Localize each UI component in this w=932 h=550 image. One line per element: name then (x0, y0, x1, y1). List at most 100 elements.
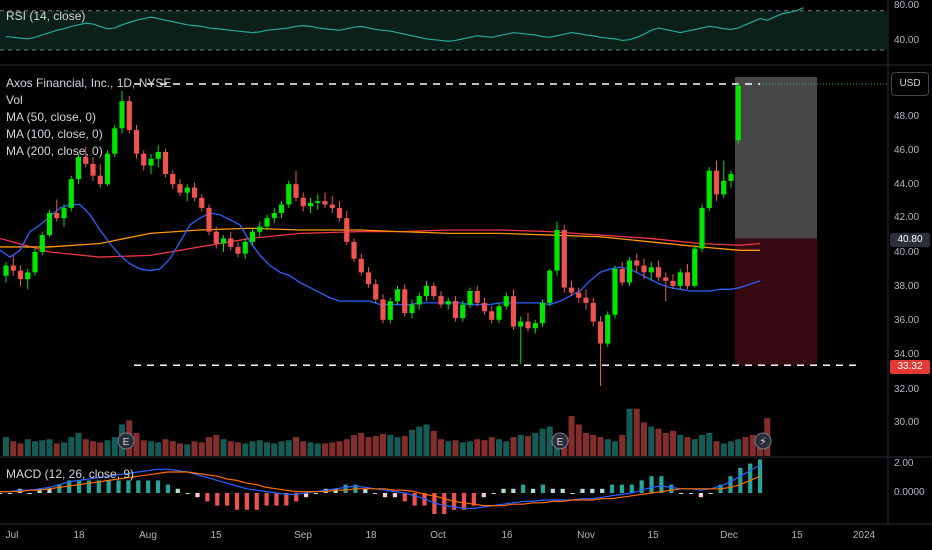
macd-histogram-bar (412, 493, 417, 506)
volume-bar (728, 441, 734, 456)
candle-body (10, 265, 16, 271)
macd-histogram-bar (27, 493, 32, 494)
macd-histogram-bar (540, 484, 546, 493)
volume-bar (481, 440, 488, 456)
volume-bar (380, 433, 386, 456)
candle-body (489, 311, 495, 320)
price-tick: 34.00 (894, 349, 920, 360)
candle-body (648, 267, 654, 273)
volume-bar (438, 439, 444, 456)
currency-button[interactable]: USD (891, 72, 929, 96)
ma100-line (0, 227, 760, 251)
lightning-icon[interactable] (754, 432, 772, 450)
volume-bar (517, 435, 524, 456)
macd-histogram-bar (728, 476, 733, 493)
volume-bar (713, 441, 720, 456)
volume-bar (365, 437, 372, 456)
macd-histogram-bar (570, 493, 575, 494)
volume-bar (539, 428, 546, 456)
x-axis-label: 15 (791, 530, 803, 541)
ma50-line (0, 203, 761, 306)
volume-bar (604, 439, 611, 456)
candle-body (177, 184, 183, 193)
candle-body (83, 157, 89, 164)
candle-body (554, 229, 560, 271)
candle-body (496, 306, 502, 320)
volume-bar (46, 439, 53, 456)
x-axis-label: Dec (720, 530, 738, 541)
candle-body (583, 297, 589, 303)
macd-histogram-bar (165, 484, 170, 493)
candle-body (663, 277, 669, 281)
macd-histogram-bar (96, 480, 101, 493)
ma200-line (0, 229, 761, 258)
volume-bar (148, 441, 154, 456)
candle-body (394, 289, 401, 302)
candle-body (3, 265, 9, 276)
macd-histogram-bar (303, 493, 309, 498)
volume-label[interactable]: Vol (6, 93, 23, 107)
volume-bar (235, 442, 241, 456)
candle-body (423, 285, 430, 297)
price-tick: 38.00 (894, 281, 920, 292)
macd-histogram-bar (7, 493, 13, 494)
candle-body (460, 304, 466, 319)
ma100-label[interactable]: MA (100, close, 0) (6, 127, 103, 141)
candle-body (17, 270, 24, 280)
volume-bar (409, 429, 415, 456)
ma200-label[interactable]: MA (200, close, 0) (6, 144, 103, 158)
volume-bar (467, 441, 473, 456)
price-tick: 48.00 (894, 111, 920, 122)
macd-histogram-bar (521, 484, 526, 493)
candle-body (721, 180, 727, 195)
x-axis-label: Oct (430, 530, 446, 541)
volume-bar (227, 441, 234, 456)
volume-bar (336, 441, 343, 456)
macd-histogram-bar (708, 493, 713, 494)
volume-bar (423, 424, 430, 456)
macd-histogram-bar (688, 493, 694, 494)
volume-bar (670, 430, 676, 456)
earnings-marker-icon[interactable] (551, 432, 569, 450)
candle-body (278, 204, 285, 214)
candle-body (518, 321, 524, 327)
volume-bar (619, 435, 626, 456)
candle-body (590, 302, 596, 322)
volume-bar (198, 442, 205, 456)
volume-bar (459, 442, 466, 456)
candle-body (547, 270, 553, 303)
candle-body (525, 321, 531, 329)
macd-label[interactable]: MACD (12, 26, close, 9) (6, 467, 135, 481)
candle-body (373, 284, 379, 300)
volume-bar (249, 441, 256, 456)
macd-histogram-bar (37, 488, 42, 493)
candle-body (199, 197, 205, 208)
target-zone-box (735, 77, 817, 239)
macd-histogram-bar (600, 488, 605, 493)
candle-body (728, 174, 734, 181)
macd-histogram-bar (284, 493, 289, 506)
candle-body (670, 280, 676, 286)
macd-histogram-bar (215, 493, 220, 506)
earnings-marker-icon[interactable] (117, 432, 135, 450)
candle-body (532, 323, 538, 329)
candle-body (481, 302, 488, 312)
x-axis-label: 16 (501, 530, 513, 541)
ma50-label[interactable]: MA (50, close, 0) (6, 110, 97, 124)
x-axis-label: 18 (365, 530, 377, 541)
candle-body (409, 304, 415, 314)
volume-bar (474, 439, 481, 456)
volume-bar (583, 432, 589, 456)
x-axis-label: Jul (5, 530, 19, 541)
volume-bar (452, 440, 459, 456)
macd-histogram-bar (629, 484, 634, 493)
volume-bar (706, 432, 713, 456)
earnings-marker-label: E (123, 437, 130, 448)
volume-bar (133, 432, 140, 456)
candle-body (32, 252, 38, 273)
candle-body (162, 151, 169, 175)
symbol-title[interactable]: Axos Financial, Inc., 1D, NYSE (6, 76, 172, 90)
macd-histogram-bar (175, 488, 180, 493)
macd-histogram-bar (511, 488, 516, 493)
